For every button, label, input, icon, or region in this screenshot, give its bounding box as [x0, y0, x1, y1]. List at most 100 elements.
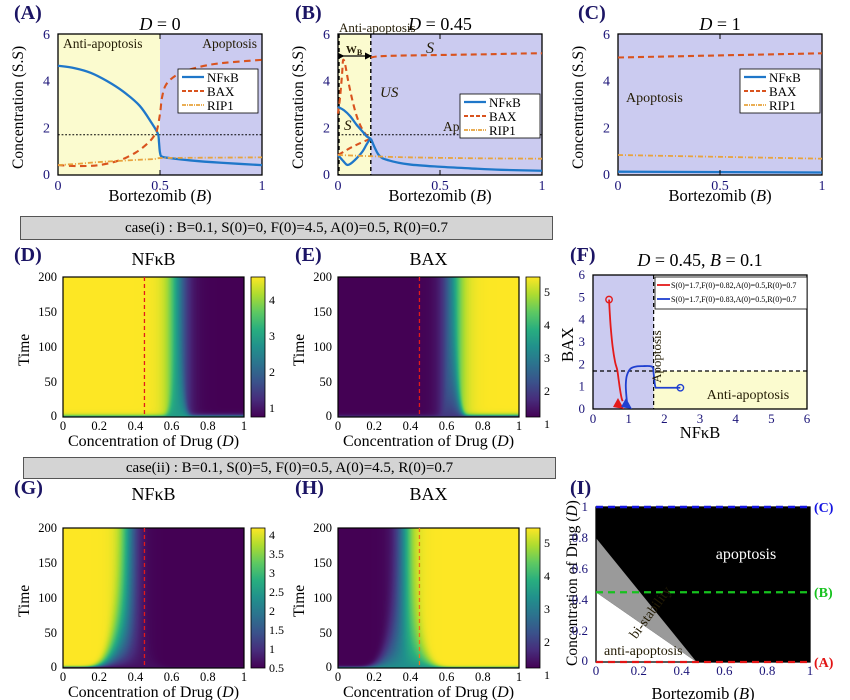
svg-text:1: 1	[582, 499, 589, 514]
svg-text:0: 0	[60, 419, 66, 433]
svg-text:Anti-apoptosis: Anti-apoptosis	[707, 388, 789, 403]
svg-text:anti-apoptosis: anti-apoptosis	[604, 644, 683, 659]
svg-text:150: 150	[313, 305, 332, 319]
svg-text:0.6: 0.6	[439, 670, 455, 684]
svg-text:(C): (C)	[814, 501, 834, 516]
svg-text:4: 4	[269, 293, 275, 307]
svg-text:2: 2	[43, 122, 50, 137]
svg-text:0.8: 0.8	[475, 419, 491, 433]
svg-text:(B): (B)	[814, 586, 833, 601]
svg-text:0: 0	[603, 168, 610, 183]
svg-text:apoptosis: apoptosis	[716, 546, 776, 563]
svg-text:50: 50	[320, 375, 333, 389]
svg-text:0.4: 0.4	[572, 592, 589, 607]
svg-text:0.8: 0.8	[200, 670, 216, 684]
svg-text:1: 1	[516, 670, 522, 684]
svg-text:2: 2	[323, 122, 330, 137]
svg-text:4: 4	[269, 528, 275, 542]
svg-text:NFκB: NFκB	[489, 95, 521, 110]
svg-text:0.8: 0.8	[475, 670, 491, 684]
svg-text:0: 0	[326, 660, 332, 674]
svg-text:2: 2	[269, 604, 275, 618]
svg-text:S: S	[426, 40, 434, 57]
svg-text:0.6: 0.6	[572, 561, 589, 576]
svg-text:5: 5	[544, 285, 550, 299]
svg-text:2.5: 2.5	[269, 585, 284, 599]
svg-text:1: 1	[269, 401, 275, 415]
svg-text:0.6: 0.6	[164, 670, 180, 684]
svg-text:200: 200	[313, 270, 332, 284]
svg-text:3: 3	[544, 351, 550, 365]
svg-text:2: 2	[544, 384, 550, 398]
svg-text:1: 1	[269, 642, 275, 656]
svg-text:0: 0	[43, 168, 50, 183]
svg-text:50: 50	[320, 626, 333, 640]
svg-text:5: 5	[544, 536, 550, 550]
svg-text:0: 0	[579, 401, 586, 416]
svg-text:S(0)=1.7,F(0)=0.83,A(0)=0.5,R(: S(0)=1.7,F(0)=0.83,A(0)=0.5,R(0)=0.7	[671, 295, 796, 304]
svg-text:3: 3	[269, 329, 275, 343]
svg-text:200: 200	[38, 270, 57, 284]
svg-text:0.6: 0.6	[716, 663, 733, 678]
svg-text:S(0)=1.7,F(0)=0.82,A(0)=0.5,R(: S(0)=1.7,F(0)=0.82,A(0)=0.5,R(0)=0.7	[671, 281, 796, 290]
svg-text:NFκB: NFκB	[769, 70, 801, 85]
svg-text:0.6: 0.6	[164, 419, 180, 433]
svg-text:200: 200	[38, 521, 57, 535]
svg-text:0: 0	[51, 660, 57, 674]
svg-text:S: S	[344, 118, 352, 134]
svg-text:4: 4	[544, 569, 550, 583]
svg-text:6: 6	[603, 28, 610, 43]
svg-text:0.2: 0.2	[91, 419, 107, 433]
svg-text:100: 100	[313, 591, 332, 605]
svg-text:3: 3	[269, 566, 275, 580]
svg-text:3.5: 3.5	[269, 547, 284, 561]
svg-text:200: 200	[313, 521, 332, 535]
svg-text:50: 50	[45, 375, 58, 389]
svg-text:2: 2	[579, 356, 586, 371]
svg-text:100: 100	[38, 340, 57, 354]
svg-text:6: 6	[579, 267, 586, 282]
svg-text:0.2: 0.2	[572, 623, 588, 638]
svg-text:BAX: BAX	[207, 84, 235, 99]
svg-text:0.2: 0.2	[91, 670, 107, 684]
svg-text:3: 3	[579, 334, 586, 349]
svg-text:6: 6	[323, 28, 330, 43]
svg-text:1: 1	[579, 379, 586, 394]
svg-text:0.8: 0.8	[572, 530, 588, 545]
svg-text:0.6: 0.6	[439, 419, 455, 433]
svg-text:0.4: 0.4	[403, 419, 419, 433]
svg-text:2: 2	[269, 365, 275, 379]
svg-text:Anti-apoptosis: Anti-apoptosis	[63, 36, 143, 51]
svg-text:BAX: BAX	[489, 109, 517, 124]
svg-text:0: 0	[323, 168, 330, 183]
svg-text:0.2: 0.2	[631, 663, 647, 678]
svg-text:Apoptosis: Apoptosis	[202, 36, 257, 51]
svg-text:0: 0	[582, 653, 589, 668]
svg-text:4: 4	[323, 74, 330, 89]
svg-text:1: 1	[544, 417, 550, 431]
svg-text:Apoptosis: Apoptosis	[649, 330, 664, 383]
svg-text:1: 1	[241, 670, 247, 684]
svg-text:150: 150	[38, 305, 57, 319]
svg-text:6: 6	[43, 28, 50, 43]
svg-text:Apoptosis: Apoptosis	[626, 91, 683, 106]
svg-text:1: 1	[544, 668, 550, 682]
svg-text:0: 0	[326, 409, 332, 423]
svg-text:(A): (A)	[814, 656, 834, 671]
svg-text:0.2: 0.2	[366, 419, 382, 433]
svg-text:BAX: BAX	[769, 84, 797, 99]
svg-text:150: 150	[313, 556, 332, 570]
svg-text:RIP1: RIP1	[489, 123, 516, 138]
svg-text:RIP1: RIP1	[207, 98, 234, 113]
svg-text:0: 0	[335, 670, 341, 684]
svg-text:1: 1	[807, 663, 814, 678]
svg-text:0.2: 0.2	[366, 670, 382, 684]
svg-text:US: US	[380, 85, 399, 101]
svg-text:0.4: 0.4	[403, 670, 419, 684]
svg-text:0: 0	[51, 409, 57, 423]
svg-text:RIP1: RIP1	[769, 98, 796, 113]
svg-text:0.5: 0.5	[269, 661, 284, 675]
svg-text:0: 0	[60, 670, 66, 684]
svg-text:5: 5	[579, 289, 586, 304]
svg-text:1.5: 1.5	[269, 623, 284, 637]
